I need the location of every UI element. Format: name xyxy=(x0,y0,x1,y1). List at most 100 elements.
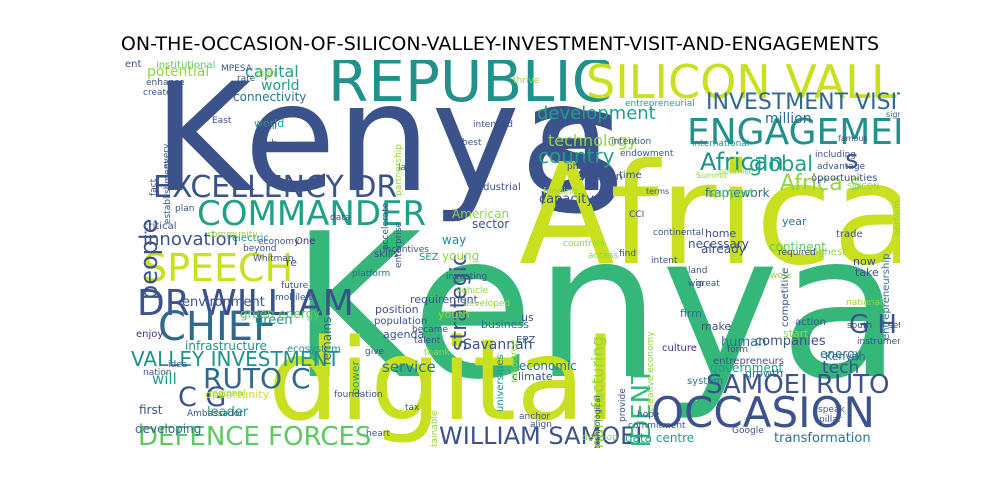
cloud-word: continent xyxy=(769,240,826,254)
cloud-word: position xyxy=(375,303,419,316)
cloud-word: intended xyxy=(473,120,513,130)
cloud-word: foundation xyxy=(334,390,383,400)
cloud-word: south xyxy=(847,321,873,331)
cloud-word: WILLIAM SAMOEI xyxy=(439,422,643,448)
cloud-word: highest xyxy=(809,247,847,258)
cloud-word: became xyxy=(412,325,449,335)
cloud-word: s xyxy=(845,145,859,175)
cloud-word: remains xyxy=(320,316,334,365)
cloud-word: capital xyxy=(245,62,299,81)
cloud-word: idea xyxy=(168,360,188,370)
cloud-word: opportunity xyxy=(205,388,270,401)
cloud-word: intention xyxy=(611,137,652,147)
cloud-word: speak xyxy=(818,405,845,415)
cloud-word: Whitman xyxy=(253,254,294,264)
cloud-word: best xyxy=(462,138,482,148)
cloud-word: intent xyxy=(651,256,678,266)
cloud-word: Kenyan xyxy=(825,350,866,363)
cloud-word: capacity xyxy=(539,192,594,207)
cloud-word: system xyxy=(687,376,724,387)
cloud-word: Africa s xyxy=(780,171,862,196)
cloud-word: ENGAGEMENTS xyxy=(687,112,900,153)
cloud-word: funding xyxy=(543,187,578,197)
cloud-word: electric xyxy=(232,233,269,244)
cloud-word: give xyxy=(365,347,385,357)
cloud-word: youth xyxy=(438,308,470,321)
cloud-word: every xyxy=(162,143,172,169)
cloud-word: perform xyxy=(893,200,900,236)
cloud-word: connectivity xyxy=(233,90,307,104)
cloud-word: Summit xyxy=(696,171,728,180)
cloud-word: entrepreneurial xyxy=(625,99,695,109)
cloud-word: community xyxy=(207,230,258,240)
cloud-word: SPEECH xyxy=(143,246,294,290)
cloud-word: heart xyxy=(366,429,390,439)
cloud-word: Ambassador xyxy=(187,409,243,419)
cloud-word: technology xyxy=(548,131,637,150)
cloud-word: green xyxy=(255,313,293,328)
cloud-word: economic xyxy=(519,359,577,373)
cloud-word: land xyxy=(688,266,708,276)
cloud-word: CHIEF xyxy=(158,304,277,350)
cloud-word: C G xyxy=(178,382,227,413)
cloud-word: thank xyxy=(424,348,450,358)
cloud-word: mobile t xyxy=(275,293,312,303)
cloud-word: agenda xyxy=(383,328,425,341)
cloud-word: including xyxy=(815,150,856,160)
cloud-word: SAMOEI RUTO xyxy=(706,370,890,400)
cloud-word: talent xyxy=(414,336,441,346)
cloud-word: DR WILLIAM xyxy=(137,283,354,324)
cloud-word: future xyxy=(281,281,309,291)
cloud-word: growth xyxy=(745,367,784,380)
cloud-word: data centre xyxy=(625,431,695,445)
cloud-word: win xyxy=(688,279,704,289)
cloud-word: Kenya xyxy=(290,191,900,424)
cloud-word: green energy xyxy=(240,307,321,321)
cloud-word: critical xyxy=(143,221,177,232)
cloud-word: hub xyxy=(260,139,278,149)
cloud-word: incentives xyxy=(383,245,429,255)
cloud-word: potential xyxy=(147,64,210,80)
cloud-word: technological xyxy=(593,395,602,448)
cloud-word: service xyxy=(382,358,436,376)
cloud-word: well xyxy=(259,122,277,132)
cloud-word: provide xyxy=(618,388,628,422)
cloud-word: s xyxy=(532,60,626,254)
cloud-word: optimise xyxy=(719,167,754,176)
cloud-word: OCCASION xyxy=(651,388,875,437)
cloud-word: start xyxy=(783,327,809,340)
cloud-word: opportunities xyxy=(811,173,878,184)
cloud-word: transformation xyxy=(774,431,871,446)
cloud-word: establishment xyxy=(163,160,173,224)
cloud-word: action xyxy=(795,317,826,328)
cloud-word: new xyxy=(582,158,603,169)
cloud-word: enhance xyxy=(146,78,185,88)
cloud-word: ecosystem xyxy=(287,344,341,355)
cloud-word: us xyxy=(521,311,534,324)
cloud-word: INVESTMENT VISIT xyxy=(706,90,900,115)
cloud-word: G H xyxy=(849,310,897,340)
cloud-word: EXCELLENCY DR xyxy=(153,170,398,205)
cloud-word: institutional xyxy=(156,60,216,71)
cloud-word: leader xyxy=(207,405,249,420)
cloud-word: make xyxy=(701,320,732,333)
cloud-word: platform xyxy=(352,269,391,279)
cloud-word: ent xyxy=(125,60,142,70)
cloud-word: commitment xyxy=(628,421,686,431)
cloud-word: anchor xyxy=(519,412,551,422)
cloud-word: Savannah xyxy=(463,337,533,353)
cloud-word: CCI xyxy=(629,210,645,220)
cloud-word: business xyxy=(481,318,529,331)
cloud-word: regional xyxy=(209,389,246,399)
cloud-word: creative economy xyxy=(646,331,656,412)
cloud-word: already xyxy=(701,242,746,256)
cloud-word: firm xyxy=(680,307,702,320)
cloud-word: American xyxy=(452,207,510,221)
cloud-word: data xyxy=(330,213,351,223)
cloud-word: tax xyxy=(405,403,420,413)
cloud-word: rare xyxy=(237,74,256,84)
cloud-word: REPUBLIC xyxy=(328,60,613,115)
cloud-word: way xyxy=(442,233,467,247)
cloud-word: countries xyxy=(563,239,605,249)
cloud-word: COMMANDER xyxy=(197,194,427,234)
